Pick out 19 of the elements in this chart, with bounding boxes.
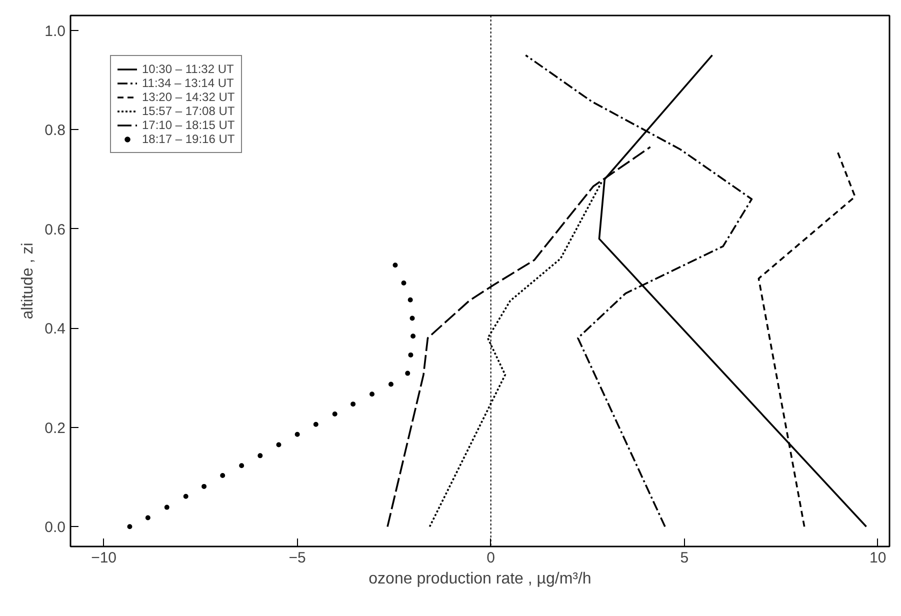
legend-label: 11:34 – 13:14 UT	[142, 76, 234, 90]
x-tick-label: 10	[870, 550, 886, 566]
legend-label: 15:57 – 17:08 UT	[142, 104, 235, 118]
y-tick-label: 0.8	[44, 122, 66, 140]
legend-label: 18:17 – 19:16 UT	[142, 132, 235, 146]
y-tick-label: 0.4	[44, 320, 66, 338]
x-tick-label: −10	[91, 550, 117, 566]
y-tick-label: 1.0	[44, 22, 66, 40]
y-tick-label: 0.6	[44, 221, 66, 238]
legend-label: 10:30 – 11:32 UT	[142, 62, 234, 76]
y-tick-label: 0.2	[44, 420, 66, 437]
x-axis-title: ozone production rate , µg/m³/h	[368, 570, 592, 588]
legend-label: 17:10 – 18:15 UT	[142, 118, 235, 132]
x-tick-label: 0	[486, 550, 496, 566]
y-tick-label: 0.0	[44, 519, 66, 536]
legend-label: 13:20 – 14:32 UT	[142, 90, 235, 104]
x-tick-label: 5	[680, 550, 689, 566]
x-tick-label: −5	[288, 550, 306, 566]
y-axis-title: altitude , zi	[20, 242, 37, 320]
